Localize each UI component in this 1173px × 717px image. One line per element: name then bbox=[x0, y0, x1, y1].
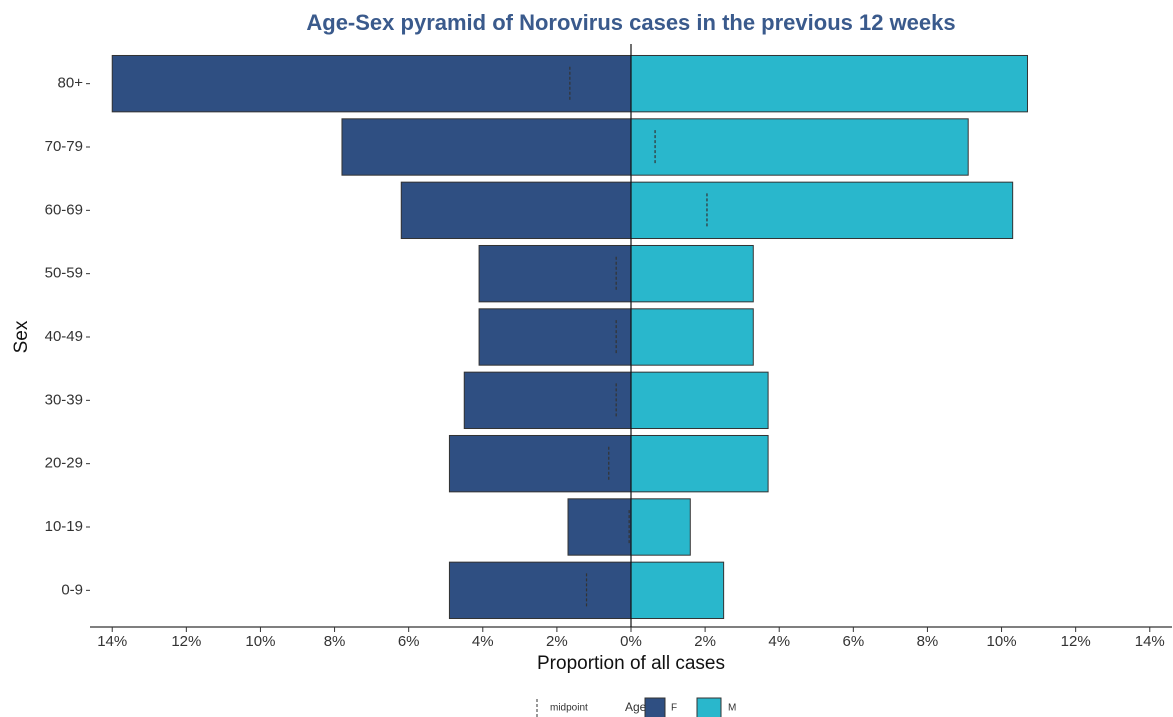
chart-title: Age-Sex pyramid of Norovirus cases in th… bbox=[306, 10, 955, 35]
y-tick-label: 30-39 bbox=[45, 391, 83, 408]
bar bbox=[567, 498, 632, 556]
bar bbox=[630, 308, 754, 366]
bar bbox=[478, 308, 632, 366]
bar bbox=[630, 371, 769, 430]
x-tick-label: 14% bbox=[1135, 633, 1165, 650]
legend-label: midpoint bbox=[550, 703, 588, 714]
bar bbox=[400, 181, 632, 240]
legend-key bbox=[696, 697, 722, 717]
x-tick-label: 6% bbox=[842, 633, 864, 650]
bar bbox=[630, 434, 769, 493]
legend-key bbox=[644, 697, 666, 717]
x-tick-label: 14% bbox=[97, 633, 127, 650]
x-tick-label: 2% bbox=[546, 633, 568, 650]
bar bbox=[630, 498, 691, 556]
y-tick-label: 20-29 bbox=[45, 455, 83, 472]
y-tick-label: 60-69 bbox=[45, 201, 83, 218]
x-tick-label: 4% bbox=[472, 633, 494, 650]
x-tick-label: 6% bbox=[398, 633, 420, 650]
bar bbox=[630, 181, 1014, 240]
y-tick-label: 80+ bbox=[58, 75, 84, 92]
x-tick-label: 4% bbox=[768, 633, 790, 650]
x-tick-label: 8% bbox=[917, 633, 939, 650]
y-tick-label: 50-59 bbox=[45, 265, 83, 282]
bar bbox=[630, 118, 969, 176]
bar bbox=[448, 434, 632, 493]
bar bbox=[448, 561, 632, 620]
y-axis-title: Sex bbox=[11, 320, 32, 353]
bar bbox=[630, 54, 1028, 113]
y-tick-label: 10-19 bbox=[45, 518, 83, 535]
x-tick-label: 12% bbox=[171, 633, 201, 650]
x-tick-label: 10% bbox=[245, 633, 275, 650]
x-tick-label: 12% bbox=[1061, 633, 1091, 650]
bar bbox=[111, 54, 632, 113]
legend-label: F bbox=[671, 703, 677, 714]
y-tick-label: 70-79 bbox=[45, 138, 83, 155]
bar bbox=[463, 371, 632, 430]
bar bbox=[341, 118, 632, 176]
bar bbox=[630, 244, 754, 303]
legend-title: Age bbox=[625, 700, 647, 714]
x-tick-label: 2% bbox=[694, 633, 716, 650]
x-tick-label: 0% bbox=[620, 633, 642, 650]
bar bbox=[478, 244, 632, 303]
y-tick-label: 40-49 bbox=[45, 328, 83, 345]
x-tick-label: 8% bbox=[324, 633, 346, 650]
bar bbox=[630, 561, 725, 620]
x-axis-title: Proportion of all cases bbox=[537, 653, 725, 674]
legend-label: M bbox=[728, 703, 736, 714]
y-tick-label: 0-9 bbox=[61, 581, 83, 598]
x-tick-label: 10% bbox=[987, 633, 1017, 650]
